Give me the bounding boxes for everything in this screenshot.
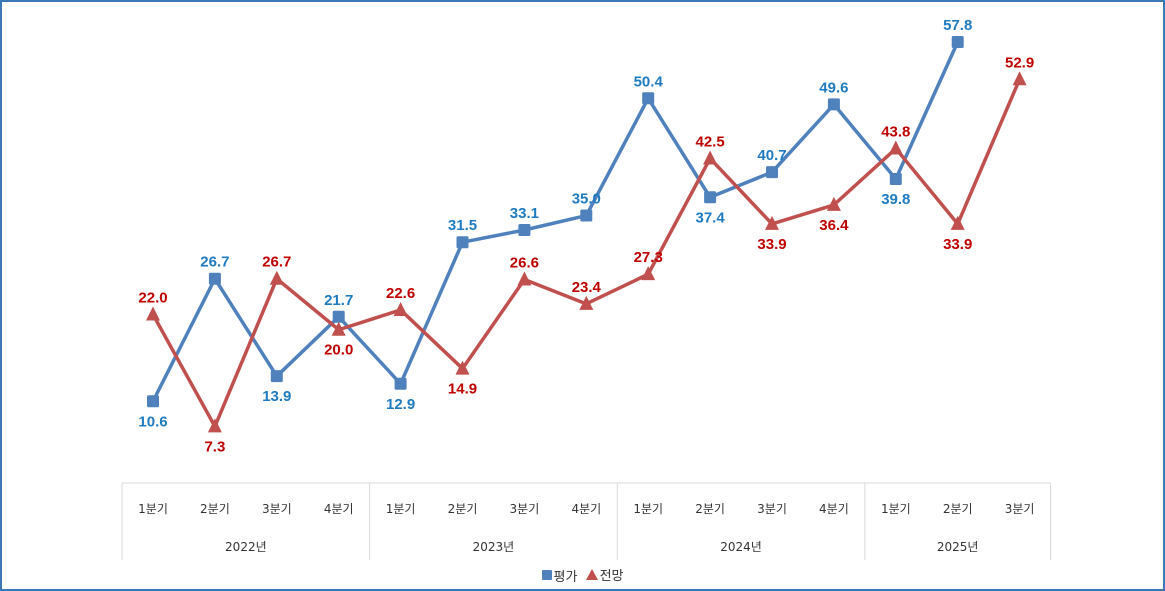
x-tick-label: 3분기 [1005,502,1035,516]
x-tick-label: 1분기 [386,502,416,516]
x-tick-label: 1분기 [633,502,663,516]
x-tick-label: 3분기 [262,502,292,516]
legend-label-pyeongga: 평가 [553,569,578,585]
x-tick-label: 3분기 [510,502,540,516]
x-group-label: 2022년 [225,540,267,554]
data-label: 33.9 [943,236,972,253]
series-point [146,306,160,321]
data-label: 42.5 [695,133,724,150]
series-point [331,321,346,336]
series-point [208,272,221,285]
series-point [888,140,903,155]
x-tick-label: 2분기 [943,502,973,516]
data-label: 37.4 [695,209,725,226]
x-tick-label: 1분기 [138,502,168,516]
x-tick-label: 4분기 [324,502,354,516]
x-group-label: 2023년 [473,540,515,554]
series-point [703,150,718,165]
data-label: 10.6 [138,413,167,430]
data-label: 50.4 [634,73,664,90]
data-label: 52.9 [1005,54,1034,71]
data-label: 21.7 [324,292,353,309]
x-tick-label: 3분기 [757,502,787,516]
series-point [950,215,965,230]
series-point [827,98,840,111]
data-label: 36.4 [819,217,849,234]
series-point [889,173,902,186]
series-point [642,92,655,105]
x-tick-label: 2분기 [695,502,725,516]
data-label: 39.8 [881,191,910,208]
legend-label-jeonmang: 전망 [599,569,624,584]
data-label: 26.6 [510,254,539,271]
series-point [207,418,222,433]
data-label: 27.3 [634,249,663,266]
data-label: 7.3 [204,438,225,455]
legend-triangle-marker [585,569,598,580]
x-tick-label: 4분기 [819,502,849,516]
data-label: 12.9 [386,396,415,413]
data-label: 20.0 [324,342,353,359]
legend-square-marker [541,570,552,580]
data-label: 13.9 [262,388,291,405]
series-point [456,236,469,249]
x-group-label: 2025년 [937,540,979,554]
series-point [951,35,964,48]
series-point [518,224,531,237]
series-point [704,191,717,204]
data-label: 23.4 [572,279,602,296]
data-label: 33.9 [757,236,786,253]
legend-item-pyeongga: 평가 [541,566,578,585]
data-label: 57.8 [943,17,972,34]
series-point [579,295,594,310]
series-point [332,310,345,323]
x-tick-label: 1분기 [881,502,911,516]
series-point [766,166,778,179]
series-point [641,266,656,281]
data-label: 33.1 [510,205,539,222]
data-label: 31.5 [448,217,477,234]
series-line-0 [151,41,960,403]
series-point [455,360,470,375]
series-point [269,270,284,285]
series-point [393,301,408,316]
data-label: 43.8 [881,124,910,141]
series-point [580,209,593,222]
legend: 평가 전망 [0,565,1165,585]
data-label: 26.7 [200,254,229,271]
data-label: 22.6 [386,285,415,302]
series-point [394,377,407,390]
legend-item-jeonmang: 전망 [585,565,624,584]
x-tick-label: 2분기 [200,502,230,516]
series-point [517,271,532,286]
series-point [147,395,159,408]
data-label: 40.7 [757,147,786,164]
data-label: 35.0 [572,191,601,208]
data-label: 49.6 [819,79,848,96]
x-tick-label: 4분기 [571,502,601,516]
series-point [765,215,779,230]
x-tick-label: 2분기 [448,502,478,516]
series-point [270,370,283,383]
data-label: 14.9 [448,381,477,398]
series-point [826,196,841,211]
data-label: 26.7 [262,254,291,271]
x-group-label: 2024년 [720,540,762,554]
series-point [1012,71,1027,86]
data-label: 22.0 [138,290,167,307]
